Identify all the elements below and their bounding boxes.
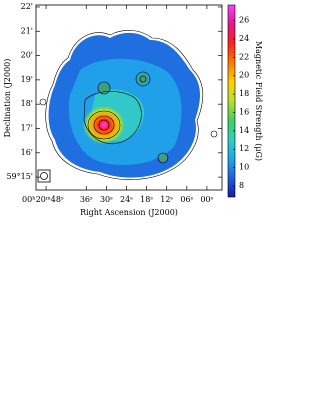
contour xyxy=(87,110,121,140)
y-tick-label: 22' xyxy=(21,2,33,11)
y-tick-label: 18' xyxy=(21,99,33,108)
y-tick-label: 20' xyxy=(21,51,33,60)
point-source xyxy=(99,83,109,93)
colorbar-tick-label: 12 xyxy=(239,144,249,153)
contour xyxy=(139,75,147,83)
contour xyxy=(93,115,115,135)
x-tick-label: 12ˢ xyxy=(160,195,173,204)
colorbar-label: Magnetic Field Strength (μG) xyxy=(254,41,263,161)
x-axis-label: Right Ascension (J2000) xyxy=(80,208,178,217)
colorbar-tick-label: 8 xyxy=(239,181,244,190)
colorbar-tick-label: 26 xyxy=(239,16,249,25)
beam-box xyxy=(37,169,51,183)
colorbar-tick-label: 22 xyxy=(239,52,249,61)
colorbar-tick-label: 16 xyxy=(239,107,249,116)
contour xyxy=(39,98,47,106)
colorbar-tick-label: 18 xyxy=(239,89,249,98)
x-tick-label: 00ˢ xyxy=(200,195,213,204)
y-tick-label: 17' xyxy=(21,123,33,132)
colorbar-tick-label: 24 xyxy=(239,34,249,43)
colorbar xyxy=(227,4,236,198)
x-tick-label: 36ˢ xyxy=(80,195,93,204)
y-tick-label: 21' xyxy=(21,26,33,35)
x-tick-label: 24ˢ xyxy=(120,195,133,204)
point-source xyxy=(138,74,148,84)
point-source xyxy=(159,154,167,162)
contour xyxy=(98,119,110,131)
plot-frame xyxy=(35,4,223,191)
contour xyxy=(83,91,142,144)
x-tick-label: 06ˢ xyxy=(180,195,193,204)
contour xyxy=(157,152,169,164)
y-tick-label: 16' xyxy=(21,148,33,157)
colorbar-tick-label: 10 xyxy=(239,163,249,172)
contour xyxy=(97,81,111,95)
x-tick-label: 00ʰ20ᵐ48ˢ xyxy=(22,195,64,204)
contour xyxy=(210,130,218,138)
y-tick-label: 59°15' xyxy=(6,172,33,181)
beam xyxy=(40,172,48,180)
x-tick-label: 30ˢ xyxy=(100,195,113,204)
contour xyxy=(135,71,151,87)
x-tick-label: 18ˢ xyxy=(140,195,153,204)
radio-map xyxy=(37,30,218,183)
y-tick-label: 19' xyxy=(21,75,33,84)
y-axis-label: Declination (J2000) xyxy=(3,59,12,138)
colorbar-tick-label: 20 xyxy=(239,71,249,80)
contour xyxy=(45,30,204,180)
colorbar-tick-label: 14 xyxy=(239,126,249,135)
